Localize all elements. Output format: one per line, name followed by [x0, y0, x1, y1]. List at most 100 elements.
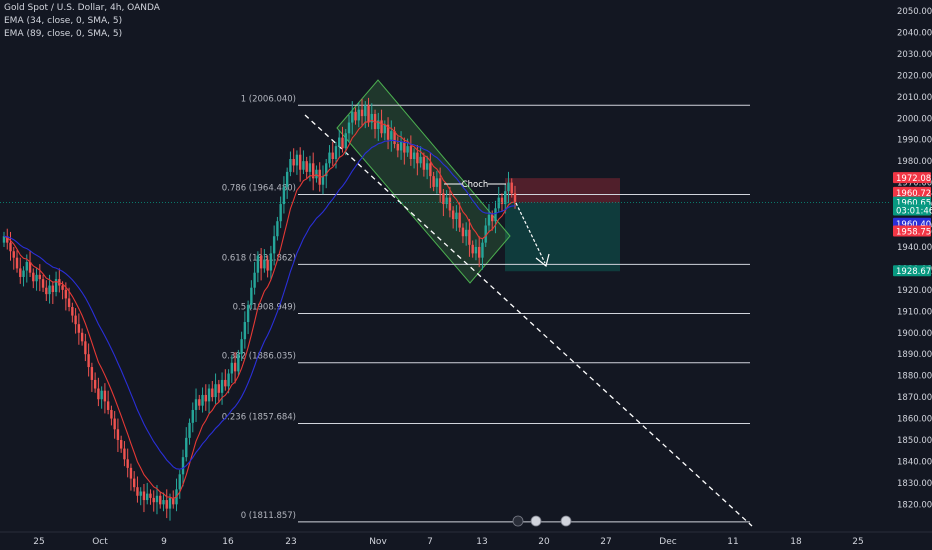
- candle-body: [227, 373, 230, 387]
- y-tick-label: 1830.000: [897, 479, 932, 489]
- candle-body: [396, 143, 400, 151]
- candle-body: [305, 161, 308, 172]
- candle-body: [67, 298, 71, 308]
- candle-body: [484, 225, 487, 243]
- y-tick-label: 2000.000: [897, 114, 932, 124]
- candle-body: [165, 500, 168, 509]
- candle-body: [181, 457, 185, 475]
- candle-body: [266, 259, 269, 271]
- candle-body: [468, 229, 471, 245]
- projection-arrow-head: [535, 253, 550, 268]
- candle-body: [256, 255, 260, 273]
- candle-body: [126, 459, 129, 468]
- candle-body: [425, 163, 429, 170]
- y-tick-label: 1920.000: [897, 286, 932, 296]
- price-badge-label: 1960.724: [896, 189, 932, 199]
- candle-body: [178, 474, 181, 490]
- candle-body: [367, 105, 370, 123]
- y-tick-label: 2020.000: [897, 71, 932, 81]
- y-tick-label: 1900.000: [897, 329, 932, 339]
- x-tick-label: 16: [222, 537, 234, 547]
- x-tick-label: 23: [285, 537, 296, 547]
- candle-body: [74, 315, 77, 325]
- price-badge-label: 1928.675: [896, 267, 932, 277]
- candle-body: [285, 171, 289, 187]
- candle-body: [429, 163, 432, 177]
- candle-body: [435, 178, 439, 187]
- ema89-legend[interactable]: EMA (89, close, 0, SMA, 5): [4, 29, 123, 39]
- candle-body: [77, 324, 81, 333]
- y-tick-label: 1940.000: [897, 243, 932, 253]
- candle-body: [246, 304, 250, 323]
- candle-body: [201, 394, 204, 406]
- candle-body: [149, 493, 152, 498]
- price-badges: 1972.081 1960.7241960.65503:01:46 1960.405…: [893, 172, 932, 277]
- candle-body: [464, 229, 468, 237]
- candle-body: [224, 379, 227, 387]
- chart-legend: Gold Spot / U.S. Dollar, 4h, OANDA EMA (…: [4, 2, 160, 41]
- candle-body: [71, 307, 74, 316]
- candle-body: [357, 109, 360, 121]
- choch-label: Choch: [462, 180, 489, 190]
- candle-body: [289, 159, 292, 172]
- price-badge-label: 03:01:46: [896, 206, 932, 216]
- x-tick-label: Nov: [369, 537, 387, 547]
- candle-body: [204, 394, 207, 402]
- ema34-legend[interactable]: EMA (34, close, 0, SMA, 5): [4, 16, 123, 26]
- candle-body: [451, 210, 455, 220]
- time-axis-bg: [0, 532, 932, 550]
- x-tick-label: Oct: [92, 537, 108, 547]
- price-badge-label: 1958.756: [896, 228, 932, 238]
- stop-loss-zone: [505, 178, 620, 203]
- candle-body: [302, 161, 305, 170]
- candle-body: [188, 422, 191, 438]
- candle-body: [321, 176, 325, 185]
- candle-body: [198, 399, 201, 406]
- candle-body: [207, 388, 211, 402]
- fib-level-label: 0.382 (1886.035): [222, 352, 296, 362]
- candle-body: [185, 437, 188, 458]
- candle-body: [471, 244, 474, 254]
- ema89-line: [3, 139, 516, 470]
- fib-level-label: 0 (1811.857): [241, 511, 296, 521]
- annotations: Choch: [0, 180, 890, 527]
- candle-body: [419, 156, 422, 164]
- candle-body: [41, 279, 45, 288]
- candle-body: [308, 163, 312, 172]
- candle-body: [373, 113, 377, 129]
- y-tick-label: 1910.000: [897, 307, 932, 317]
- symbol-title[interactable]: Gold Spot / U.S. Dollar, 4h, OANDA: [4, 3, 160, 13]
- time-axis[interactable]: 25 Oct 9 16 23 Nov 7 13 20 27 Dec 11 18 25: [0, 531, 932, 550]
- candle-body: [152, 497, 155, 503]
- candle-body: [32, 272, 35, 282]
- candle-body: [513, 193, 517, 202]
- price-badge: [893, 225, 931, 237]
- candle-body: [269, 253, 273, 271]
- y-tick-label: 2010.000: [897, 93, 932, 103]
- price-badge: [893, 172, 931, 184]
- candle-body: [217, 384, 221, 393]
- price-badge: [893, 265, 931, 277]
- candle-body: [87, 354, 90, 368]
- candle-body: [84, 341, 87, 355]
- candle-body: [510, 182, 513, 194]
- candle-body: [377, 120, 380, 129]
- candle-body: [406, 146, 409, 153]
- candle-body: [393, 131, 396, 144]
- candle-body: [28, 261, 32, 273]
- news-icon: [560, 515, 572, 527]
- candle-body: [403, 141, 406, 153]
- trendline[interactable]: [304, 114, 753, 527]
- candle-body: [15, 257, 19, 269]
- candle-body: [142, 491, 146, 501]
- candle-body: [458, 212, 461, 228]
- candle-body: [380, 120, 383, 134]
- candle-body: [328, 152, 331, 164]
- y-tick-label: 1870.000: [897, 393, 932, 403]
- candle-body: [194, 399, 198, 410]
- candle-body: [100, 390, 103, 400]
- candle-body: [9, 242, 12, 252]
- candle-body: [500, 197, 504, 205]
- candle-body: [422, 156, 426, 170]
